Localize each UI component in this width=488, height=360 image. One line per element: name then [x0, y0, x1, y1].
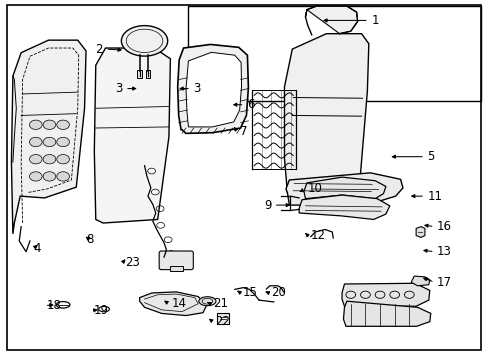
- Text: 17: 17: [436, 276, 451, 289]
- Bar: [170, 266, 182, 271]
- Bar: [145, 70, 150, 78]
- Text: 3: 3: [193, 82, 200, 95]
- Polygon shape: [177, 44, 248, 134]
- Bar: [188, 6, 480, 101]
- Text: 4: 4: [34, 242, 41, 255]
- Text: 19: 19: [93, 305, 108, 318]
- Text: 13: 13: [436, 245, 451, 258]
- Polygon shape: [94, 48, 170, 223]
- Text: 1: 1: [370, 14, 378, 27]
- Text: 8: 8: [86, 233, 93, 246]
- Circle shape: [29, 154, 42, 164]
- Polygon shape: [140, 292, 206, 316]
- Text: 20: 20: [271, 287, 285, 300]
- Text: 14: 14: [171, 297, 186, 310]
- Ellipse shape: [199, 297, 216, 306]
- Polygon shape: [299, 195, 389, 220]
- Text: 3: 3: [115, 82, 122, 95]
- Polygon shape: [415, 226, 424, 237]
- Circle shape: [43, 137, 56, 147]
- Text: 9: 9: [264, 199, 271, 212]
- Text: 22: 22: [215, 315, 230, 328]
- Circle shape: [57, 154, 69, 164]
- Text: 15: 15: [243, 287, 257, 300]
- Circle shape: [29, 120, 42, 130]
- Polygon shape: [11, 40, 86, 234]
- Text: 2: 2: [95, 42, 103, 55]
- Circle shape: [29, 172, 42, 181]
- Circle shape: [57, 137, 69, 147]
- Text: 12: 12: [310, 229, 325, 242]
- Polygon shape: [305, 6, 357, 34]
- Circle shape: [57, 120, 69, 130]
- Polygon shape: [285, 173, 402, 205]
- Text: 6: 6: [246, 98, 254, 111]
- Text: 7: 7: [239, 125, 246, 138]
- Circle shape: [43, 120, 56, 130]
- Circle shape: [43, 172, 56, 181]
- Text: 18: 18: [47, 299, 62, 312]
- Text: 11: 11: [427, 190, 442, 203]
- Text: 16: 16: [436, 220, 451, 233]
- Text: 5: 5: [427, 150, 434, 163]
- Polygon shape: [343, 301, 430, 326]
- Text: 10: 10: [307, 183, 322, 195]
- Text: 21: 21: [212, 297, 227, 310]
- Polygon shape: [284, 34, 368, 197]
- Text: 23: 23: [125, 256, 140, 269]
- Ellipse shape: [121, 26, 167, 56]
- Circle shape: [57, 172, 69, 181]
- Polygon shape: [185, 52, 241, 127]
- Circle shape: [29, 137, 42, 147]
- FancyBboxPatch shape: [159, 251, 193, 270]
- Polygon shape: [341, 283, 429, 306]
- Circle shape: [43, 154, 56, 164]
- FancyBboxPatch shape: [216, 313, 229, 324]
- Polygon shape: [304, 177, 385, 199]
- Bar: [137, 70, 142, 78]
- Polygon shape: [410, 276, 429, 286]
